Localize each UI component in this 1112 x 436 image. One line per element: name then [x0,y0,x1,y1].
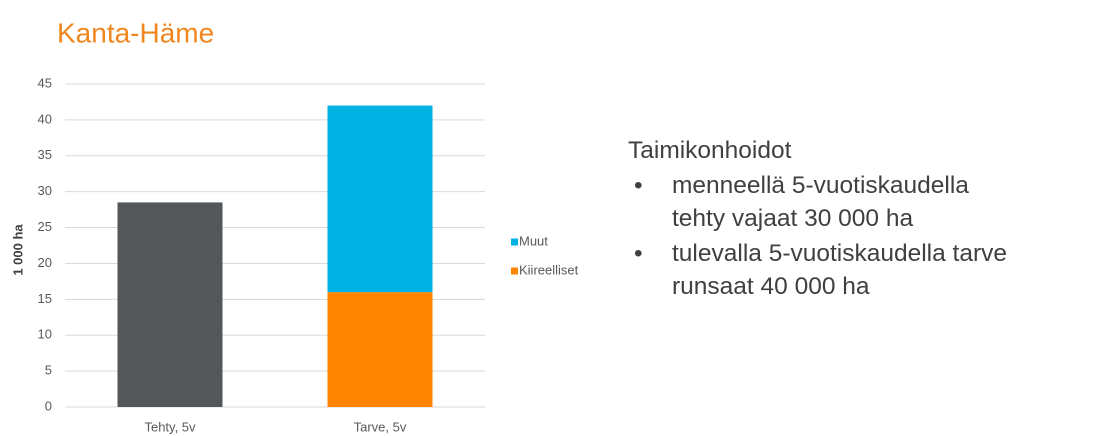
bar-segment [327,292,433,407]
y-tick-label: 20 [38,255,52,270]
bullet-line: tulevalla 5-vuotiskaudella tarve [672,240,1008,267]
y-tick-label: 40 [38,111,52,126]
legend-swatch [511,238,518,246]
y-tick-label: 30 [38,183,52,198]
y-tick-label: 15 [38,291,52,306]
y-tick-label: 0 [45,398,52,413]
x-tick-label: Tarve, 5v [354,419,407,434]
y-tick-label: 45 [38,75,52,90]
bullet-line: runsaat 40 000 ha [672,273,870,300]
chart-title: Kanta-Häme [57,17,214,48]
bullet-line: tehty vajaat 30 000 ha [672,205,914,232]
bullet-item: tulevalla 5-vuotiskaudella tarve runsaat … [628,237,1007,303]
y-axis-label: 1 000 ha [10,224,25,276]
y-tick-label: 25 [38,219,52,234]
x-tick-label: Tehty, 5v [144,419,196,434]
legend-label: Kiireelliset [519,262,579,277]
bar-segment [327,105,433,293]
legend-swatch [511,267,518,275]
y-tick-label: 10 [38,327,52,342]
bullet-line: menneellä 5-vuotiskaudella [672,172,969,199]
heading: Taimikonhoidot [628,137,792,164]
bullet-item: menneellä 5-vuotiskaudella tehty vajaat 3… [628,169,1007,235]
legend-label: Muut [519,233,548,248]
y-tick-label: 35 [38,147,52,162]
y-tick-label: 5 [45,363,52,378]
bar-segment [117,202,223,407]
text-block: Taimikonhoidot menneellä 5-vuotiskaudell… [628,134,1007,303]
